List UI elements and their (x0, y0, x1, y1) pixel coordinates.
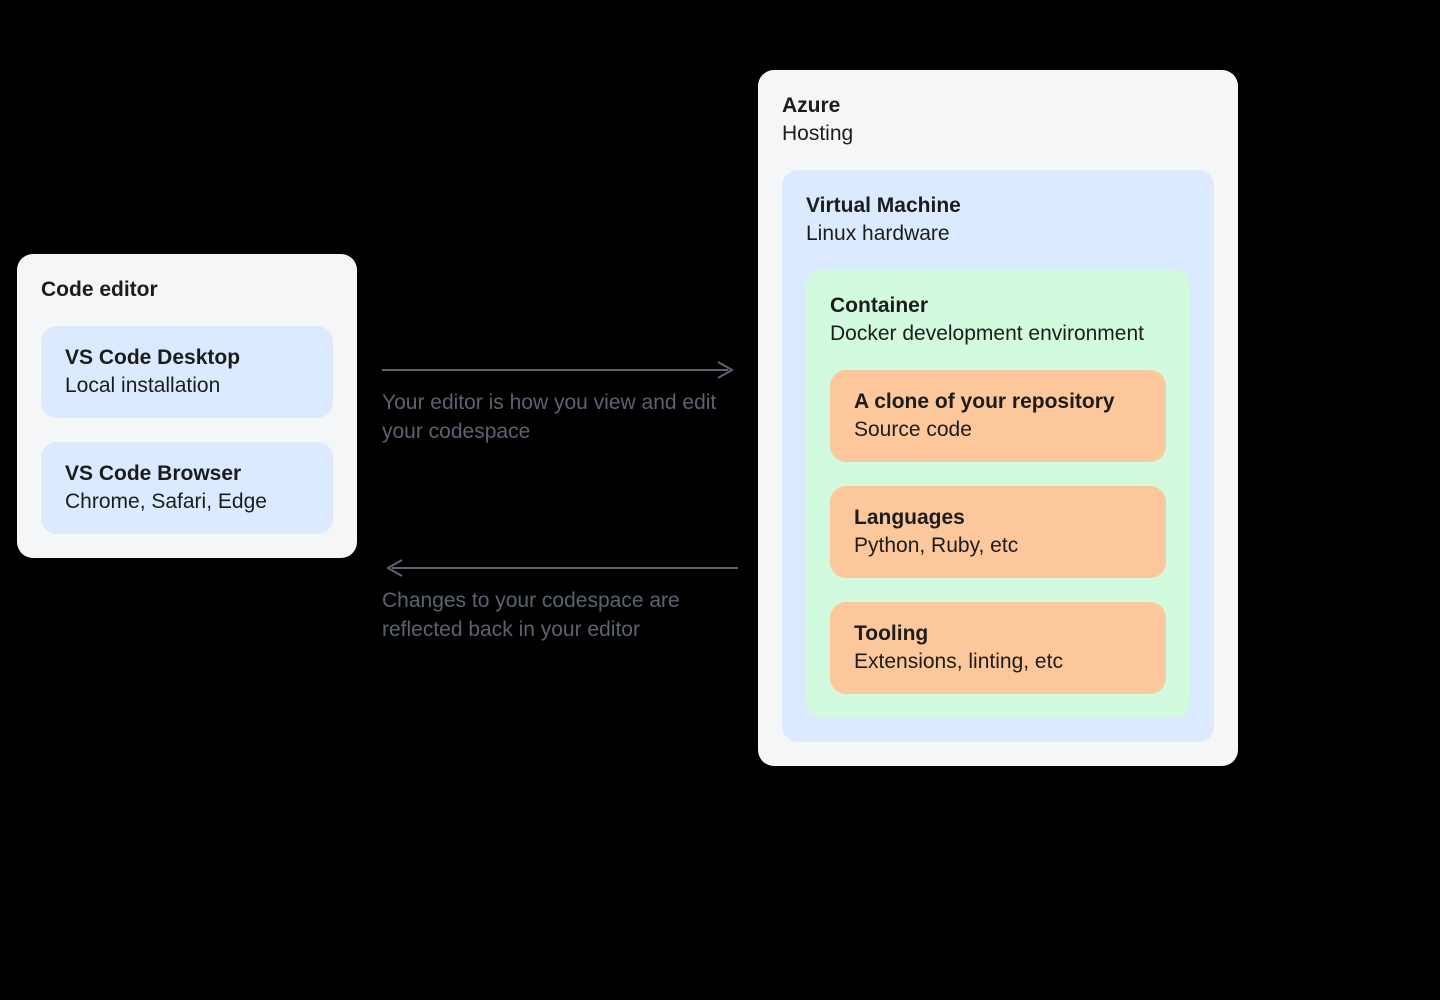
code-editor-panel: Code editor VS Code Desktop Local instal… (17, 254, 357, 558)
vm-subtitle: Linux hardware (806, 222, 1190, 246)
container-item-title: A clone of your repository (854, 390, 1142, 414)
editor-item-title: VS Code Browser (65, 462, 309, 486)
container-item-title: Tooling (854, 622, 1142, 646)
editor-item-title: VS Code Desktop (65, 346, 309, 370)
azure-title: Azure (782, 94, 1214, 118)
arrow-right-caption: Your editor is how you view and edit you… (382, 388, 742, 447)
container-box: Container Docker development environment… (806, 270, 1190, 718)
container-item-subtitle: Extensions, linting, etc (854, 650, 1142, 674)
editor-item-subtitle: Local installation (65, 374, 309, 398)
arrow-right-icon (382, 360, 738, 380)
arrow-left-icon (382, 558, 738, 578)
arrow-left-caption: Changes to your codespace are reflected … (382, 586, 742, 645)
editor-item-vscode-desktop: VS Code Desktop Local installation (41, 326, 333, 418)
container-item-title: Languages (854, 506, 1142, 530)
container-title: Container (830, 294, 1166, 318)
vm-title: Virtual Machine (806, 194, 1190, 218)
container-item-subtitle: Python, Ruby, etc (854, 534, 1142, 558)
container-item-languages: Languages Python, Ruby, etc (830, 486, 1166, 578)
container-subtitle: Docker development environment (830, 322, 1166, 346)
editor-item-subtitle: Chrome, Safari, Edge (65, 490, 309, 514)
container-item-tooling: Tooling Extensions, linting, etc (830, 602, 1166, 694)
editor-item-vscode-browser: VS Code Browser Chrome, Safari, Edge (41, 442, 333, 534)
azure-panel: Azure Hosting Virtual Machine Linux hard… (758, 70, 1238, 766)
code-editor-title: Code editor (41, 278, 333, 302)
vm-box: Virtual Machine Linux hardware Container… (782, 170, 1214, 742)
azure-subtitle: Hosting (782, 122, 1214, 146)
container-item-subtitle: Source code (854, 418, 1142, 442)
container-item-repo: A clone of your repository Source code (830, 370, 1166, 462)
